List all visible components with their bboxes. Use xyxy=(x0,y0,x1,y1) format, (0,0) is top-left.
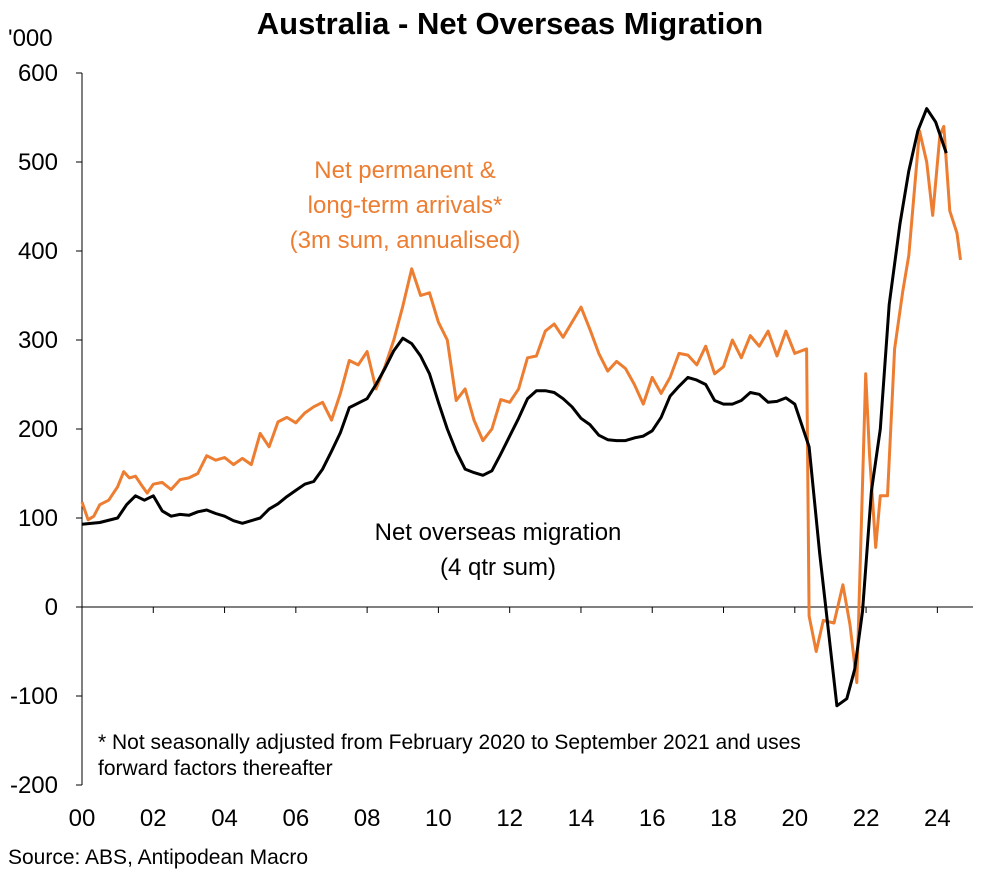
x-tick-label: 06 xyxy=(282,805,309,832)
x-tick-label: 18 xyxy=(710,805,737,832)
series-line xyxy=(81,107,948,708)
y-tick-label: -200 xyxy=(10,772,58,799)
chart-title: Australia - Net Overseas Migration xyxy=(257,6,764,41)
source: Source: ABS, Antipodean Macro xyxy=(8,846,308,869)
y-tick-label: 200 xyxy=(18,416,58,443)
y-tick-label: -100 xyxy=(10,683,58,710)
y-axis-label: '000 xyxy=(8,25,53,52)
x-tick-label: 24 xyxy=(924,805,951,832)
series-label: (3m sum, annualised) xyxy=(290,227,521,254)
y-tick-label: 300 xyxy=(18,327,58,354)
x-tick-label: 16 xyxy=(639,805,666,832)
series-label: Net overseas migration xyxy=(375,519,622,546)
series-line xyxy=(80,124,962,685)
y-tick-label: 100 xyxy=(18,505,58,532)
x-tick-label: 02 xyxy=(140,805,167,832)
y-tick-label: 600 xyxy=(18,60,58,87)
series-label: Net permanent & xyxy=(314,157,495,184)
x-tick-label: 14 xyxy=(568,805,595,832)
y-tick-label: 500 xyxy=(18,149,58,176)
footnote: * Not seasonally adjusted from February … xyxy=(98,731,801,754)
x-tick-label: 20 xyxy=(781,805,808,832)
x-tick-label: 04 xyxy=(211,805,238,832)
x-tick-label: 22 xyxy=(853,805,880,832)
series-label: long-term arrivals* xyxy=(308,192,503,219)
series-label: (4 qtr sum) xyxy=(440,554,556,581)
y-tick-label: 400 xyxy=(18,238,58,265)
x-tick-label: 00 xyxy=(69,805,96,832)
y-tick-label: 0 xyxy=(45,594,58,621)
x-tick-label: 10 xyxy=(425,805,452,832)
x-tick-label: 12 xyxy=(496,805,523,832)
footnote: forward factors thereafter xyxy=(98,757,333,780)
x-tick-label: 08 xyxy=(354,805,381,832)
